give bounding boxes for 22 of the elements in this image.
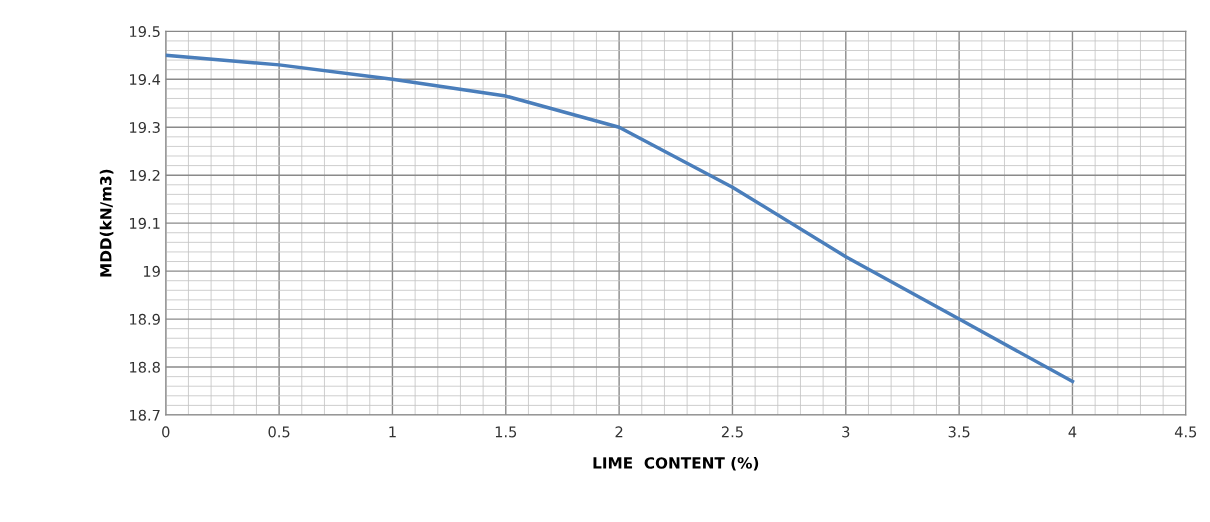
y-axis-title: MDD(kN/m3) [99,169,114,277]
y-tick-label: 18.8 [130,361,160,373]
x-tick-label: 2 [615,426,623,438]
x-axis-title: LIME CONTENT (%) [593,456,759,471]
x-tick-label: 0 [162,426,170,438]
x-tick-label: 4 [1068,426,1077,438]
x-tick-label: 1 [389,426,396,438]
x-tick-label: 0.5 [268,426,290,438]
x-tick-label: 4.5 [1174,426,1197,438]
y-tick-label: 19.5 [130,26,160,38]
y-tick-label: 19.3 [130,121,160,133]
y-tick-label: 19.2 [130,169,160,181]
x-tick-label: 2.5 [721,426,743,438]
line-series [165,53,1075,384]
y-tick-label: 19.1 [130,217,160,229]
y-tick-label: 18.7 [130,409,160,421]
x-tick-label: 1.5 [495,426,517,438]
y-tick-label: 19 [143,265,160,277]
x-tick-label: 3.5 [948,426,970,438]
x-tick-label: 3 [842,426,850,438]
y-tick-label: 18.9 [130,313,160,325]
y-tick-label: 19.4 [130,74,161,86]
